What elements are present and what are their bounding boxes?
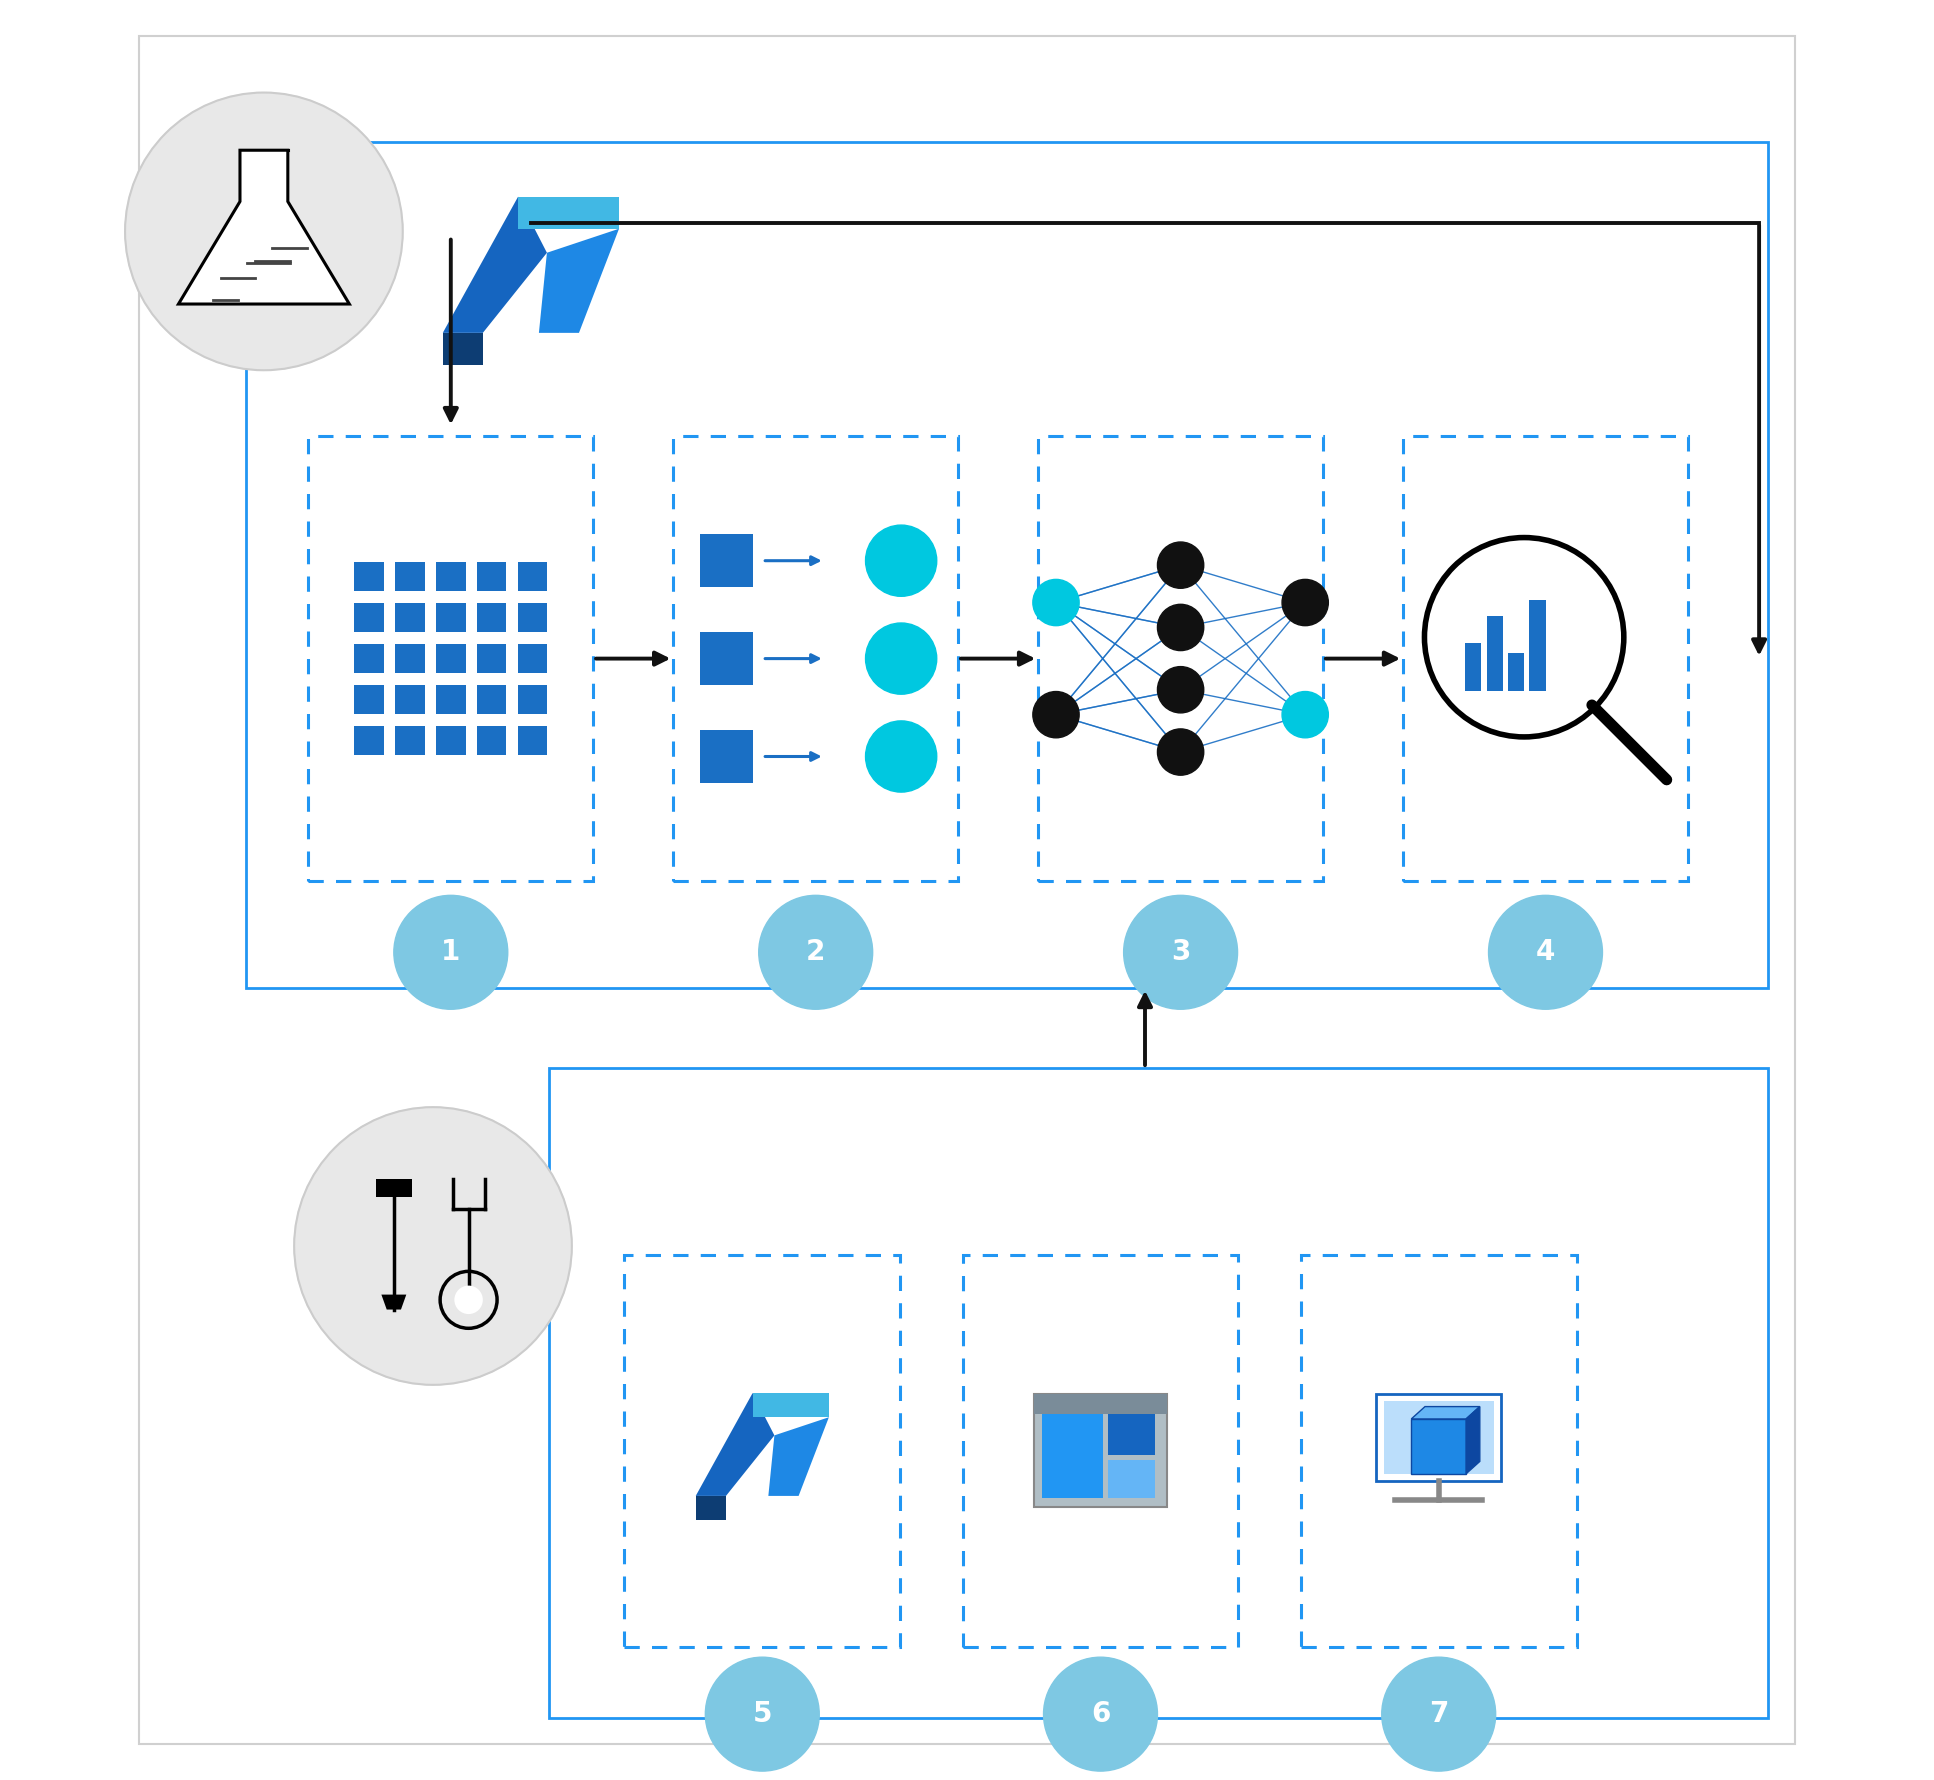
FancyBboxPatch shape — [549, 1068, 1768, 1718]
FancyBboxPatch shape — [963, 1255, 1238, 1646]
Circle shape — [395, 895, 509, 1009]
Polygon shape — [1412, 1419, 1466, 1474]
Circle shape — [1489, 895, 1603, 1009]
Circle shape — [1425, 538, 1625, 737]
FancyBboxPatch shape — [395, 644, 425, 673]
FancyBboxPatch shape — [139, 36, 1795, 1744]
Circle shape — [1381, 1657, 1495, 1771]
Circle shape — [1157, 605, 1203, 651]
FancyBboxPatch shape — [478, 685, 507, 714]
FancyBboxPatch shape — [395, 726, 425, 755]
FancyBboxPatch shape — [478, 603, 507, 632]
Circle shape — [1282, 580, 1329, 627]
Circle shape — [866, 721, 936, 792]
Circle shape — [294, 1107, 572, 1385]
FancyBboxPatch shape — [1487, 616, 1503, 691]
FancyBboxPatch shape — [1377, 1394, 1501, 1481]
FancyBboxPatch shape — [1108, 1460, 1155, 1499]
FancyBboxPatch shape — [518, 644, 547, 673]
Polygon shape — [178, 150, 350, 304]
FancyBboxPatch shape — [478, 562, 507, 591]
FancyBboxPatch shape — [1039, 436, 1323, 881]
FancyBboxPatch shape — [246, 142, 1768, 988]
Circle shape — [454, 1285, 484, 1314]
FancyBboxPatch shape — [435, 685, 466, 714]
Polygon shape — [752, 1394, 830, 1417]
Circle shape — [126, 93, 402, 370]
Circle shape — [1282, 691, 1329, 739]
Polygon shape — [1466, 1406, 1480, 1474]
Polygon shape — [696, 1495, 725, 1520]
FancyBboxPatch shape — [354, 562, 383, 591]
Text: 2: 2 — [806, 938, 826, 967]
Circle shape — [1157, 541, 1203, 587]
Circle shape — [758, 895, 872, 1009]
Text: 3: 3 — [1170, 938, 1189, 967]
FancyBboxPatch shape — [354, 603, 383, 632]
FancyBboxPatch shape — [354, 726, 383, 755]
Polygon shape — [540, 230, 619, 333]
Text: 1: 1 — [441, 938, 460, 967]
FancyBboxPatch shape — [435, 562, 466, 591]
FancyBboxPatch shape — [435, 644, 466, 673]
Polygon shape — [768, 1417, 830, 1495]
Circle shape — [1044, 1657, 1157, 1771]
Circle shape — [866, 525, 936, 596]
FancyBboxPatch shape — [395, 562, 425, 591]
FancyBboxPatch shape — [1035, 1394, 1168, 1508]
Polygon shape — [518, 198, 619, 230]
Text: 4: 4 — [1536, 938, 1555, 967]
Text: 5: 5 — [752, 1700, 772, 1728]
FancyBboxPatch shape — [1466, 643, 1481, 691]
FancyBboxPatch shape — [518, 726, 547, 755]
Circle shape — [866, 623, 936, 694]
FancyBboxPatch shape — [1302, 1255, 1576, 1646]
FancyBboxPatch shape — [1530, 600, 1545, 691]
FancyBboxPatch shape — [518, 562, 547, 591]
Circle shape — [1033, 691, 1079, 739]
FancyBboxPatch shape — [518, 603, 547, 632]
Polygon shape — [381, 1294, 406, 1310]
FancyBboxPatch shape — [1385, 1401, 1493, 1474]
Circle shape — [706, 1657, 820, 1771]
FancyBboxPatch shape — [435, 726, 466, 755]
FancyBboxPatch shape — [1108, 1415, 1155, 1454]
FancyBboxPatch shape — [435, 603, 466, 632]
FancyBboxPatch shape — [673, 436, 957, 881]
FancyBboxPatch shape — [625, 1255, 899, 1646]
FancyBboxPatch shape — [395, 603, 425, 632]
FancyBboxPatch shape — [395, 685, 425, 714]
Text: 6: 6 — [1091, 1700, 1110, 1728]
FancyBboxPatch shape — [1042, 1415, 1102, 1499]
Polygon shape — [375, 1178, 412, 1198]
FancyBboxPatch shape — [1035, 1394, 1168, 1415]
Text: 7: 7 — [1429, 1700, 1449, 1728]
FancyBboxPatch shape — [354, 644, 383, 673]
FancyBboxPatch shape — [700, 534, 754, 587]
Circle shape — [1033, 580, 1079, 627]
FancyBboxPatch shape — [478, 644, 507, 673]
FancyBboxPatch shape — [478, 726, 507, 755]
FancyBboxPatch shape — [700, 632, 754, 685]
Polygon shape — [443, 333, 484, 365]
FancyBboxPatch shape — [308, 436, 594, 881]
Circle shape — [1157, 666, 1203, 712]
FancyBboxPatch shape — [354, 685, 383, 714]
Circle shape — [1157, 730, 1203, 776]
FancyBboxPatch shape — [518, 685, 547, 714]
FancyBboxPatch shape — [700, 730, 754, 783]
Polygon shape — [443, 198, 547, 333]
Polygon shape — [696, 1394, 774, 1495]
FancyBboxPatch shape — [1402, 436, 1688, 881]
Circle shape — [1124, 895, 1238, 1009]
FancyBboxPatch shape — [1509, 653, 1524, 691]
Polygon shape — [1412, 1406, 1480, 1419]
